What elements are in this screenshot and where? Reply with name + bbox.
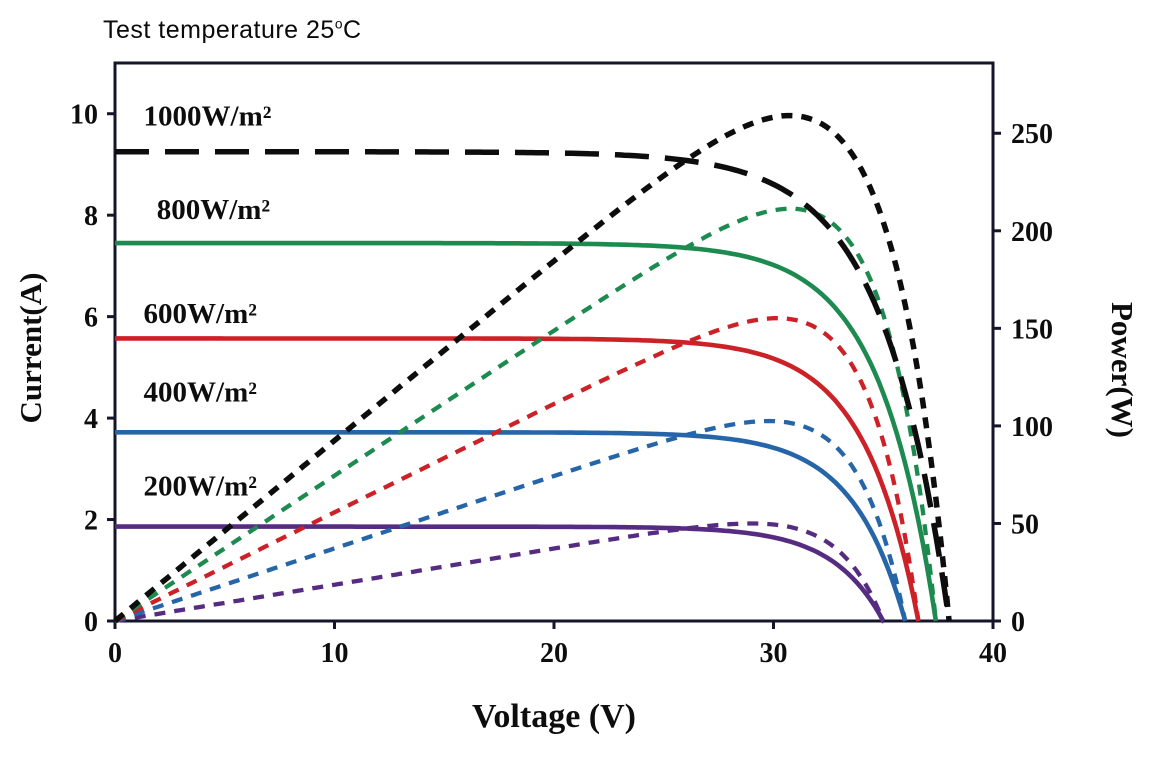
series-label-400W/m²: 400W/m²: [144, 377, 258, 409]
pv-curve-800W/m²: [113, 206, 939, 623]
iv-curve-400W/m²: [115, 430, 908, 622]
iv-curve-800W/m²: [115, 240, 939, 622]
y-left-tick-label: 8: [84, 201, 98, 232]
series-label-600W/m²: 600W/m²: [144, 298, 258, 330]
y-left-tick-label: 0: [84, 607, 98, 638]
iv-curve-200W/m²: [115, 524, 886, 624]
chart-title-text: Test temperature 25: [103, 16, 335, 44]
y-right-tick-label: 200: [1011, 217, 1053, 248]
y-right-tick-label: 150: [1011, 314, 1053, 345]
iv-curve-1000W/m²: [115, 149, 952, 622]
series-label-1000W/m²: 1000W/m²: [144, 100, 272, 132]
x-tick-label: 10: [321, 638, 349, 669]
y-right-tick-label: 50: [1011, 509, 1039, 540]
y-right-tick-label: 100: [1011, 412, 1053, 443]
chart-title-degree-sup: o: [334, 16, 343, 32]
chart-title: Test temperature 25oC: [103, 16, 362, 45]
chart-title-unit: C: [343, 16, 362, 44]
pv-curve-600W/m²: [114, 316, 921, 623]
x-axis-label: Voltage (V): [472, 698, 636, 735]
y-left-tick-label: 10: [70, 100, 98, 131]
pv-curve-200W/m²: [114, 521, 886, 624]
x-tick-label: 30: [760, 638, 788, 669]
series-label-200W/m²: 200W/m²: [144, 471, 258, 503]
x-tick-label: 0: [108, 638, 122, 669]
iv-curve-600W/m²: [115, 336, 921, 622]
y-left-tick-label: 6: [84, 303, 98, 334]
y-left-tick-label: 4: [84, 404, 98, 435]
y-right-tick-label: 0: [1011, 607, 1025, 638]
pv-curve-400W/m²: [114, 418, 908, 624]
series-label-800W/m²: 800W/m²: [157, 194, 271, 226]
y-left-tick-label: 2: [84, 506, 98, 537]
y-right-tick-label: 250: [1011, 119, 1053, 150]
pv-curve-1000W/m²: [113, 112, 952, 624]
x-tick-label: 20: [540, 638, 568, 669]
x-tick-label: 40: [979, 638, 1007, 669]
